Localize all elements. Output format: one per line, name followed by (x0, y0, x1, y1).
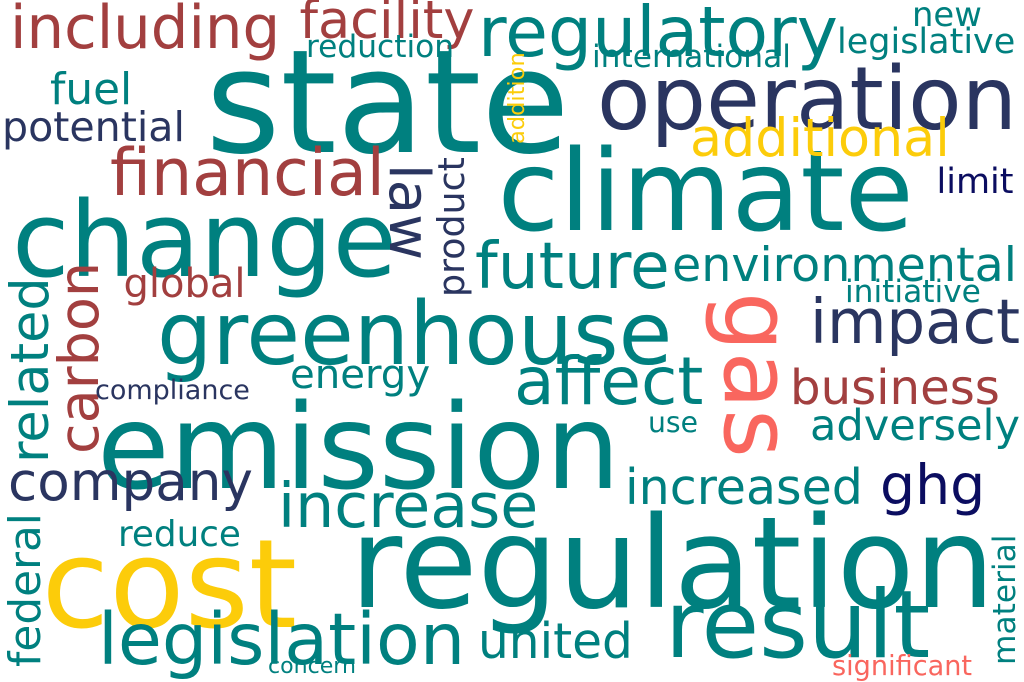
word-state: state (205, 18, 570, 186)
word-gas: gas (701, 292, 811, 458)
word-greenhouse: greenhouse (157, 282, 673, 385)
word-result: result (665, 570, 931, 680)
word-potential: potential (2, 103, 185, 151)
word-initiative: initiative (845, 274, 981, 310)
word-company: company (8, 451, 253, 513)
word-addition: addition (503, 51, 530, 144)
word-emission: emission (97, 378, 621, 516)
word-regulation: regulation (350, 488, 995, 637)
word-significant: significant (832, 650, 973, 682)
word-product: product (429, 157, 473, 297)
word-future: future (475, 228, 670, 304)
word-related: related (0, 277, 61, 463)
word-federal: federal (0, 513, 51, 667)
word-new: new (912, 0, 982, 34)
word-adversely: adversely (810, 401, 1021, 451)
word-facility: facility (299, 0, 475, 51)
word-business: business (790, 360, 1000, 416)
word-material: material (987, 534, 1023, 665)
word-reduction: reduction (306, 29, 455, 65)
word-environmental: environmental (672, 238, 1017, 293)
word-financial: financial (110, 135, 385, 211)
word-including: including (10, 0, 281, 62)
word-united: united (478, 614, 633, 670)
word-affect: affect (514, 342, 704, 420)
word-fuel: fuel (50, 63, 133, 115)
word-cost: cost (41, 514, 298, 657)
word-operation: operation (597, 48, 1018, 150)
word-international: international (592, 39, 791, 75)
word-energy: energy (290, 352, 431, 398)
word-concern: concern (268, 654, 356, 679)
word-limit: limit (936, 161, 1014, 202)
word-regulatory: regulatory (478, 0, 838, 73)
word-law: law (375, 164, 441, 261)
word-increased: increased (625, 457, 863, 516)
word-compliance: compliance (95, 375, 250, 406)
word-additional: additional (690, 107, 950, 169)
word-use: use (648, 405, 699, 439)
word-legislation: legislation (98, 598, 466, 681)
word-global: global (123, 261, 246, 307)
word-ghg: ghg (880, 453, 986, 518)
word-reduce: reduce (118, 514, 241, 555)
word-climate: climate (497, 125, 914, 257)
word-increase: increase (278, 470, 539, 542)
word-legislative: legislative (837, 21, 1016, 62)
word-impact: impact (810, 287, 1021, 358)
word-change: change (12, 178, 397, 301)
